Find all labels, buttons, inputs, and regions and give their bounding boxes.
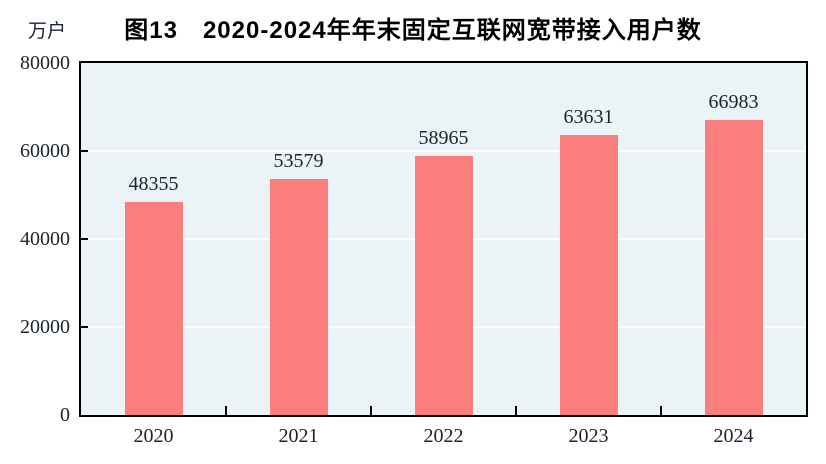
gridline: [81, 150, 806, 152]
y-axis-tick: [81, 238, 88, 240]
y-axis-tick-label: 40000: [20, 228, 70, 250]
y-axis-tick-label: 20000: [20, 316, 70, 338]
y-axis-tick-label: 60000: [20, 140, 70, 162]
bar-value-label: 53579: [273, 150, 324, 173]
bar-value-label: 66983: [708, 91, 759, 114]
bar-value-label: 48355: [128, 173, 179, 196]
chart-title: 图13 2020-2024年年末固定互联网宽带接入用户数: [124, 17, 702, 44]
x-axis-tick-label: 2024: [713, 425, 754, 447]
bar-2021: [269, 179, 328, 415]
x-axis-tick-label: 2020: [133, 425, 174, 447]
y-axis-tick-label: 0: [60, 404, 70, 426]
y-axis-unit-label: 万户: [28, 21, 67, 42]
x-axis-tick-label: 2021: [278, 425, 319, 447]
bar-value-label: 58965: [418, 126, 469, 149]
x-axis-tick: [370, 406, 372, 415]
plot-area: 48355 53579 58965 63631 66983: [79, 61, 808, 417]
y-axis-tick-label: 80000: [20, 52, 70, 74]
x-axis-tick-label: 2022: [423, 425, 464, 447]
bar-value-label: 63631: [563, 106, 614, 129]
bar-2020: [124, 202, 183, 415]
bar-2023: [559, 135, 618, 415]
x-axis-tick-label: 2023: [568, 425, 609, 447]
x-axis-tick: [225, 406, 227, 415]
y-axis-tick: [81, 150, 88, 152]
x-axis-tick: [515, 406, 517, 415]
bar-2022: [414, 155, 473, 415]
x-axis-tick: [660, 406, 662, 415]
y-axis-tick: [81, 326, 88, 328]
bar-2024: [704, 120, 763, 415]
